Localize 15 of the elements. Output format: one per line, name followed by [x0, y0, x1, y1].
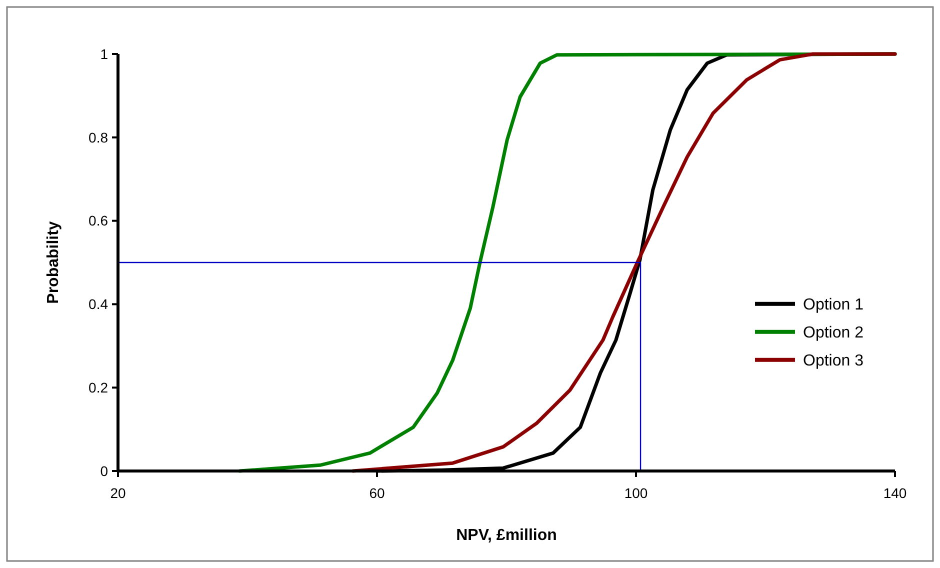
- y-tick-label: 1: [100, 46, 108, 62]
- x-tick-label: 100: [624, 485, 648, 501]
- legend-label: Option 2: [803, 324, 864, 342]
- y-tick-label: 0: [100, 462, 108, 479]
- x-tick-label: 60: [369, 485, 385, 501]
- y-tick-label: 0.4: [88, 296, 108, 312]
- legend-label: Option 3: [803, 352, 864, 370]
- legend-label: Option 1: [803, 296, 864, 314]
- y-tick-label: 0.2: [88, 380, 108, 396]
- x-axis-title: NPV, £million: [456, 527, 557, 544]
- y-tick-label: 0.6: [88, 212, 108, 229]
- y-axis-title: Probability: [45, 221, 62, 304]
- x-tick-label: 140: [883, 485, 907, 501]
- x-tick-label: 20: [110, 485, 126, 501]
- y-tick-label: 0.8: [88, 129, 108, 146]
